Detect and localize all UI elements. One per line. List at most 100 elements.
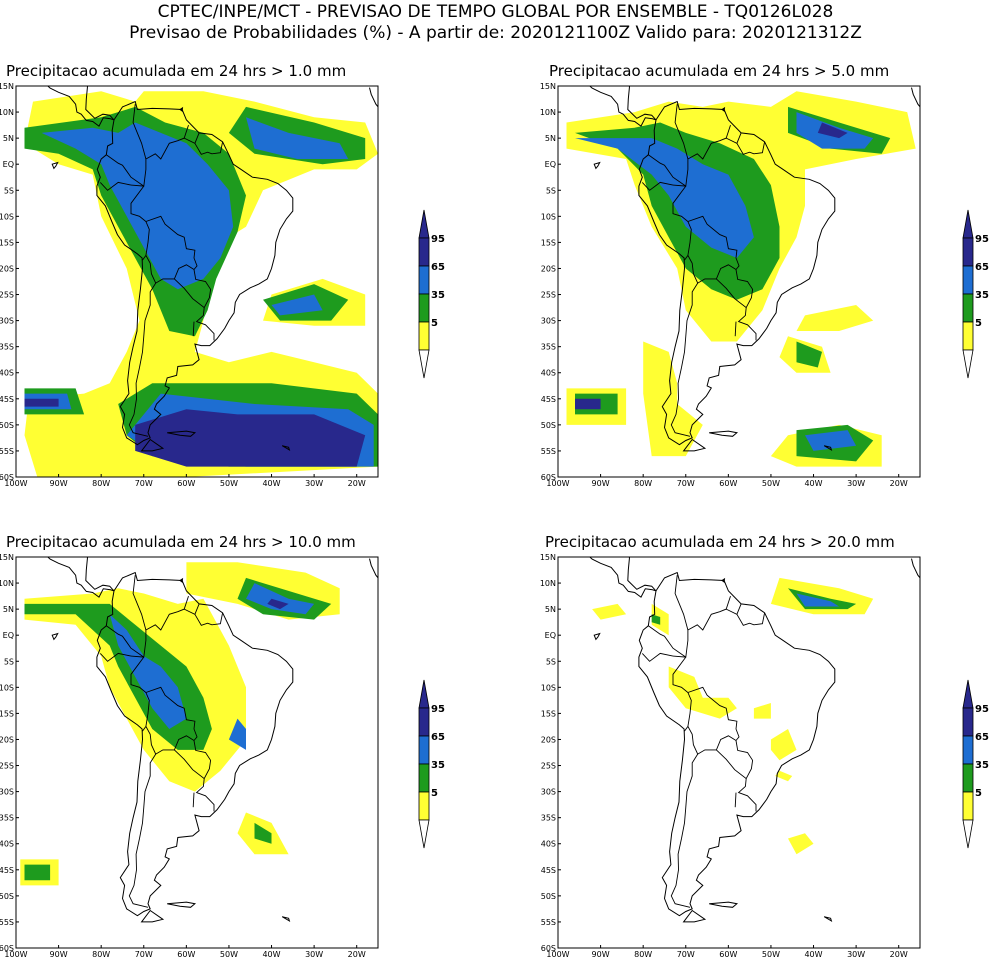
country-border (132, 575, 147, 631)
lon-tick-label: 80W (634, 950, 652, 957)
lon-tick-label: 90W (592, 950, 610, 957)
lon-tick-label: 100W (546, 479, 569, 488)
country-border (106, 154, 145, 187)
country-border (648, 154, 687, 187)
country-border (128, 282, 157, 437)
lat-tick-label: 25S (0, 291, 14, 300)
map-panel-4: 15N 10N 5N EQ 5S 10S 15S 20S 25S 30S 35S 40S 45S 50S 5… (540, 553, 921, 957)
colorbar-3: 95 65 35 5 (418, 679, 445, 849)
island-outline (167, 901, 197, 908)
probability-field (24, 91, 378, 477)
lon-tick-label: 80W (634, 479, 652, 488)
lat-tick-label: 15S (541, 709, 556, 718)
country-border (174, 269, 212, 309)
colorbar-label: 35 (975, 290, 989, 301)
lat-tick-label: 35S (0, 343, 14, 352)
prob-area-p65 (246, 583, 315, 615)
lon-tick-label: 30W (305, 479, 323, 488)
prob-area-p95 (135, 409, 366, 467)
lat-tick-label: 60S (0, 473, 14, 482)
colorbar-label: 5 (975, 318, 982, 329)
lon-tick-label: 20W (348, 950, 366, 957)
country-border (145, 726, 195, 755)
lat-tick-label: 10S (541, 683, 556, 692)
country-border (737, 778, 757, 812)
island-outline (593, 632, 601, 641)
lat-tick-label: 45S (0, 866, 14, 875)
colorbar-top-arrow (962, 679, 974, 709)
prob-area-p5 (788, 833, 814, 855)
lat-tick-label: EQ (3, 631, 14, 640)
lat-tick-label: 50S (541, 892, 556, 901)
lat-tick-label: EQ (545, 160, 556, 169)
prob-area-p65 (109, 614, 187, 729)
island-outline (281, 445, 291, 451)
colorbar-label: 35 (975, 760, 989, 771)
lat-tick-label: 15N (0, 553, 14, 562)
country-border (130, 124, 189, 187)
prob-area-p65 (796, 593, 840, 607)
colorbar-label: 95 (431, 234, 445, 245)
lon-tick-label: 50W (220, 479, 238, 488)
colorbar-segment (418, 293, 430, 323)
prob-area-p65 (805, 430, 857, 451)
prob-area-p5 (775, 770, 793, 782)
country-border (145, 686, 198, 741)
country-border (670, 753, 699, 908)
lon-tick-label: 60W (719, 479, 737, 488)
lon-tick-label: 70W (677, 479, 695, 488)
central-america-coastline (47, 86, 115, 127)
colorbar-label: 5 (975, 788, 982, 799)
prob-area-p95 (817, 122, 848, 139)
country-border (687, 255, 737, 284)
africa-coastline (369, 87, 378, 108)
prob-area-p65 (271, 294, 323, 316)
lat-tick-label: 30S (0, 788, 14, 797)
lat-tick-label: 35S (541, 814, 556, 823)
country-border (648, 625, 687, 658)
colorbar-segment (418, 791, 430, 821)
lon-tick-label: 90W (592, 479, 610, 488)
colorbar-label: 65 (975, 262, 989, 273)
colorbar-label: 5 (431, 318, 438, 329)
colorbar-segment (962, 707, 974, 737)
lon-tick-label: 70W (677, 950, 695, 957)
map-panel-1: 15N 10N 5N EQ 5S 10S 15S 20S 25S 30S 35S 40S 45S 50S 5… (0, 82, 379, 488)
country-border (145, 215, 198, 270)
lat-tick-label: 30S (541, 317, 556, 326)
prob-area-p5 (753, 703, 771, 719)
country-border (128, 753, 157, 908)
central-america-coastline (627, 557, 657, 592)
lat-tick-label: 55S (0, 918, 14, 927)
lon-tick-label: 100W (546, 950, 569, 957)
prob-area-p65 (575, 138, 754, 258)
africa-coastline (369, 558, 378, 579)
lat-tick-label: 55S (541, 918, 556, 927)
lat-tick-label: 5S (4, 186, 14, 195)
colorbar-segment (418, 237, 430, 267)
colorbar-bottom-arrow (418, 819, 430, 849)
colorbar-label: 35 (431, 760, 445, 771)
country-border (99, 652, 132, 662)
lat-tick-label: 5S (546, 186, 556, 195)
lat-tick-label: 5N (545, 605, 556, 614)
lon-tick-label: 70W (135, 950, 153, 957)
lon-tick-label: 80W (92, 950, 110, 957)
country-border (670, 282, 699, 437)
prob-area-p65 (246, 117, 349, 159)
lat-tick-label: 40S (541, 369, 556, 378)
colorbar-segment (962, 763, 974, 793)
prob-area-p95 (24, 398, 59, 407)
lon-tick-label: 40W (804, 479, 822, 488)
country-border (736, 132, 742, 144)
lon-tick-label: 20W (348, 479, 366, 488)
country-border (674, 104, 689, 160)
island-outline (167, 430, 197, 437)
central-america-coastline (85, 86, 115, 121)
country-border (195, 778, 215, 812)
colorbar-bottom-arrow (418, 349, 430, 379)
prob-area-p95 (267, 598, 289, 610)
lon-tick-label: 30W (847, 479, 865, 488)
plot-frame (557, 85, 921, 478)
panel-title-4: Precipitacao acumulada em 24 hrs > 20.0 … (545, 533, 895, 551)
